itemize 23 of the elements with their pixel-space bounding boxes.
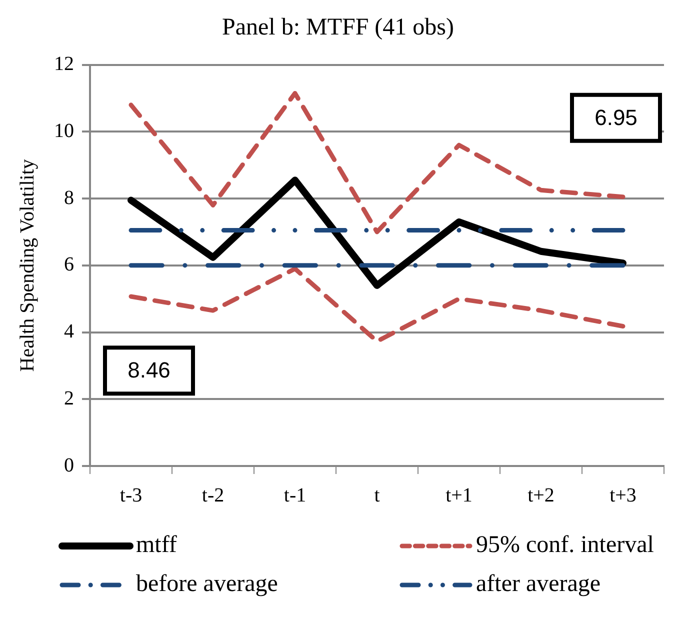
x-tick-label: t+1 <box>446 484 472 506</box>
x-tick-label: t <box>374 484 380 506</box>
y-tick-label: 0 <box>64 454 74 476</box>
chart-title: Panel b: MTFF (41 obs) <box>222 14 454 41</box>
legend-label: mtff <box>136 532 177 559</box>
y-tick-label: 8 <box>64 186 74 209</box>
line-series <box>128 266 626 344</box>
y-axis-title: Health Spending Volatility <box>16 159 38 372</box>
annotation: 6.95 <box>594 104 638 130</box>
x-tick-label: t+2 <box>528 484 554 506</box>
y-tick-label: 10 <box>54 120 74 142</box>
legend-label: after average <box>476 571 601 598</box>
x-tick-label: t-3 <box>120 484 142 506</box>
legend-label: before average <box>136 571 278 598</box>
annotation: 8.46 <box>128 358 170 383</box>
legend-label: 95% conf. interval <box>476 532 654 559</box>
x-tick-label: t-1 <box>284 484 306 506</box>
y-tick-label: 12 <box>54 53 74 76</box>
y-tick-label: 2 <box>64 387 74 410</box>
y-tick-label: 4 <box>64 320 74 343</box>
x-tick-label: t+3 <box>610 484 636 506</box>
y-tick-label: 6 <box>64 254 74 276</box>
x-tick-label: t-2 <box>202 484 224 506</box>
